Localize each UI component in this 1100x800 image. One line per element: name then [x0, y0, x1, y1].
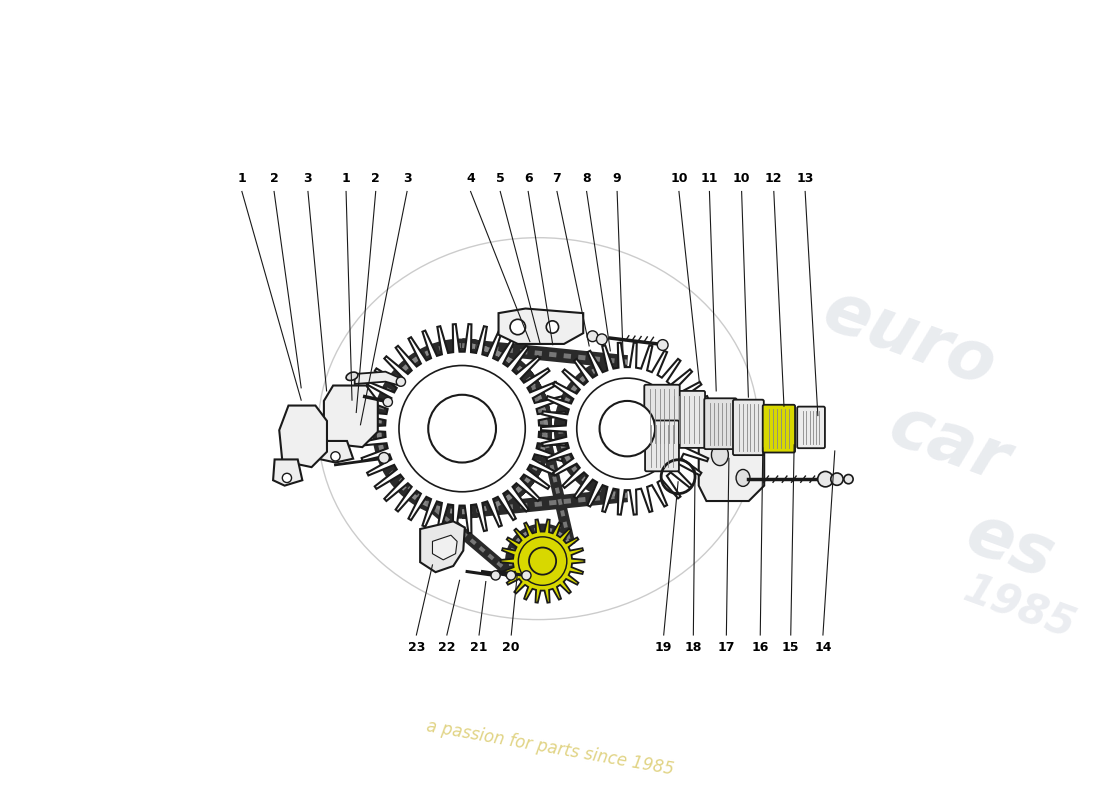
Ellipse shape — [346, 372, 358, 381]
Text: 2: 2 — [372, 172, 381, 186]
Polygon shape — [323, 386, 377, 447]
Text: 12: 12 — [766, 172, 782, 186]
Circle shape — [491, 570, 501, 580]
Text: 15: 15 — [782, 641, 800, 654]
Text: 8: 8 — [582, 172, 591, 186]
Text: 1: 1 — [238, 172, 246, 186]
Circle shape — [383, 398, 393, 406]
Text: 10: 10 — [733, 172, 750, 186]
Polygon shape — [500, 519, 584, 602]
Text: car: car — [880, 391, 1018, 496]
Text: 10: 10 — [670, 172, 688, 186]
Circle shape — [396, 377, 406, 386]
Ellipse shape — [736, 470, 750, 486]
Circle shape — [283, 474, 292, 482]
Text: 7: 7 — [552, 172, 561, 186]
Circle shape — [510, 319, 526, 334]
Polygon shape — [354, 372, 399, 386]
Polygon shape — [420, 522, 465, 572]
Text: euro: euro — [814, 276, 1004, 400]
FancyBboxPatch shape — [645, 385, 680, 448]
Text: 9: 9 — [613, 172, 621, 186]
Circle shape — [844, 474, 854, 484]
Text: 11: 11 — [701, 172, 718, 186]
FancyBboxPatch shape — [704, 398, 737, 449]
Polygon shape — [318, 441, 353, 462]
Text: 14: 14 — [814, 641, 832, 654]
Circle shape — [576, 378, 678, 479]
FancyBboxPatch shape — [645, 421, 679, 471]
Circle shape — [547, 321, 559, 333]
Circle shape — [399, 366, 526, 492]
Polygon shape — [273, 459, 303, 486]
Text: es: es — [957, 498, 1063, 592]
Text: 19: 19 — [654, 641, 672, 654]
Text: 2: 2 — [270, 172, 278, 186]
Polygon shape — [279, 406, 327, 467]
Text: 1: 1 — [342, 172, 351, 186]
Text: 16: 16 — [751, 641, 769, 654]
Polygon shape — [358, 324, 566, 533]
Circle shape — [518, 537, 567, 586]
Circle shape — [596, 334, 607, 345]
Circle shape — [830, 473, 843, 486]
FancyBboxPatch shape — [733, 400, 763, 455]
FancyBboxPatch shape — [762, 405, 795, 453]
Text: a passion for parts since 1985: a passion for parts since 1985 — [425, 718, 675, 778]
Circle shape — [378, 453, 389, 463]
Text: 1985: 1985 — [957, 569, 1080, 648]
Circle shape — [529, 547, 557, 574]
Polygon shape — [432, 535, 458, 560]
Text: 3: 3 — [304, 172, 312, 186]
Circle shape — [587, 331, 598, 342]
Polygon shape — [541, 342, 714, 514]
Circle shape — [658, 340, 668, 350]
Circle shape — [600, 401, 654, 456]
FancyBboxPatch shape — [668, 391, 705, 448]
Text: 21: 21 — [471, 641, 487, 654]
Circle shape — [331, 452, 340, 461]
Circle shape — [817, 471, 833, 487]
Text: 5: 5 — [496, 172, 505, 186]
Text: 23: 23 — [408, 641, 425, 654]
Text: 4: 4 — [466, 172, 475, 186]
Text: 20: 20 — [503, 641, 520, 654]
Text: 22: 22 — [438, 641, 455, 654]
Text: 17: 17 — [717, 641, 735, 654]
Ellipse shape — [712, 444, 728, 466]
Text: 18: 18 — [684, 641, 702, 654]
Polygon shape — [498, 309, 583, 344]
Circle shape — [521, 570, 531, 580]
Text: 3: 3 — [403, 172, 411, 186]
Polygon shape — [698, 424, 764, 501]
Text: 6: 6 — [524, 172, 532, 186]
FancyBboxPatch shape — [798, 406, 825, 448]
Circle shape — [506, 570, 516, 580]
Text: 13: 13 — [796, 172, 814, 186]
Circle shape — [428, 394, 496, 462]
